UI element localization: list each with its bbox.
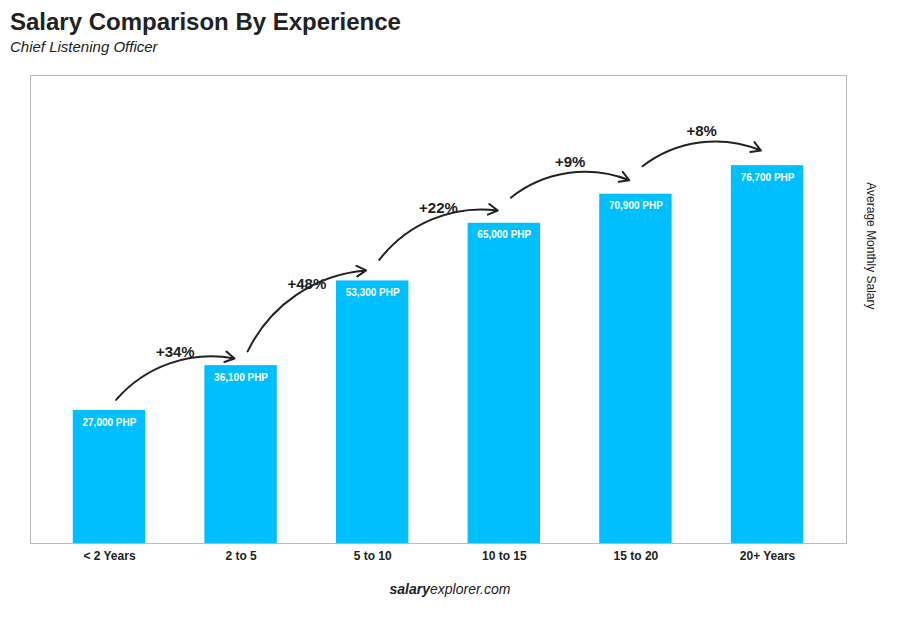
svg-text:+22%: +22% <box>419 199 458 216</box>
svg-text:15 to 20: 15 to 20 <box>614 549 659 563</box>
html-text:Salary Comparison By Experienc: Salary Comparison By Experience <box>10 8 401 35</box>
svg-text:20+ Years: 20+ Years <box>740 549 796 563</box>
svg-text:53,300 PHP: 53,300 PHP <box>346 287 400 298</box>
svg-text:+8%: +8% <box>686 122 716 139</box>
svg-text:65,000 PHP: 65,000 PHP <box>477 229 531 240</box>
svg-text:+9%: +9% <box>555 153 585 170</box>
svg-text:2 to 5: 2 to 5 <box>225 549 257 563</box>
svg-text:+34%: +34% <box>156 343 195 360</box>
svg-text:5 to 10: 5 to 10 <box>354 549 392 563</box>
svg-text:70,900 PHP: 70,900 PHP <box>609 200 663 211</box>
svg-text:Average Monthly Salary: Average Monthly Salary <box>864 182 878 309</box>
svg-text:+48%: +48% <box>287 275 326 292</box>
html-text:Chief Listening Officer: Chief Listening Officer <box>10 38 158 55</box>
html-text:salary explorer.com: salary explorer.com <box>389 581 511 597</box>
svg-text:< 2 Years: < 2 Years <box>83 549 135 563</box>
svg-text:36,100 PHP: 36,100 PHP <box>214 372 268 383</box>
svg-text:76,700 PHP: 76,700 PHP <box>741 172 795 183</box>
svg-text:10 to 15: 10 to 15 <box>482 549 527 563</box>
svg-text:27,000 PHP: 27,000 PHP <box>82 417 136 428</box>
